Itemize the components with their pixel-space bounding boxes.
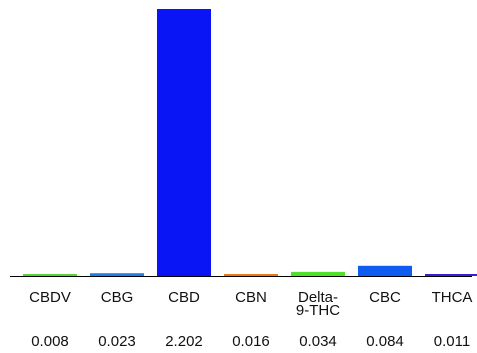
bars-group — [23, 9, 477, 276]
bar-5 — [358, 265, 412, 276]
category-labels-group: CBDV CBG CBD CBN Delta-9-THC CBC THCA — [29, 289, 472, 319]
bar-6 — [425, 274, 477, 276]
category-label-3: CBN — [235, 289, 267, 306]
bar-3 — [224, 274, 278, 276]
bar-4 — [291, 271, 345, 276]
category-label-6: THCA — [432, 289, 473, 306]
value-labels-group: 0.008 0.023 2.202 0.016 0.034 0.084 0.011 — [31, 333, 470, 350]
bar-0 — [23, 274, 77, 276]
value-label-3: 0.016 — [232, 333, 270, 350]
category-label-1: CBG — [101, 289, 134, 306]
category-label-0: CBDV — [29, 289, 71, 306]
category-label-5: CBC — [369, 289, 401, 306]
value-label-6: 0.011 — [434, 333, 470, 350]
value-label-1: 0.023 — [98, 333, 136, 350]
bar-2 — [157, 9, 211, 276]
category-label-2: CBD — [168, 289, 200, 306]
value-label-5: 0.084 — [366, 333, 404, 350]
value-label-4: 0.034 — [299, 333, 337, 350]
bar-1 — [90, 273, 144, 276]
value-label-2: 2.202 — [165, 333, 203, 350]
category-label-4: Delta-9-THC — [296, 289, 340, 319]
value-label-0: 0.008 — [31, 333, 69, 350]
